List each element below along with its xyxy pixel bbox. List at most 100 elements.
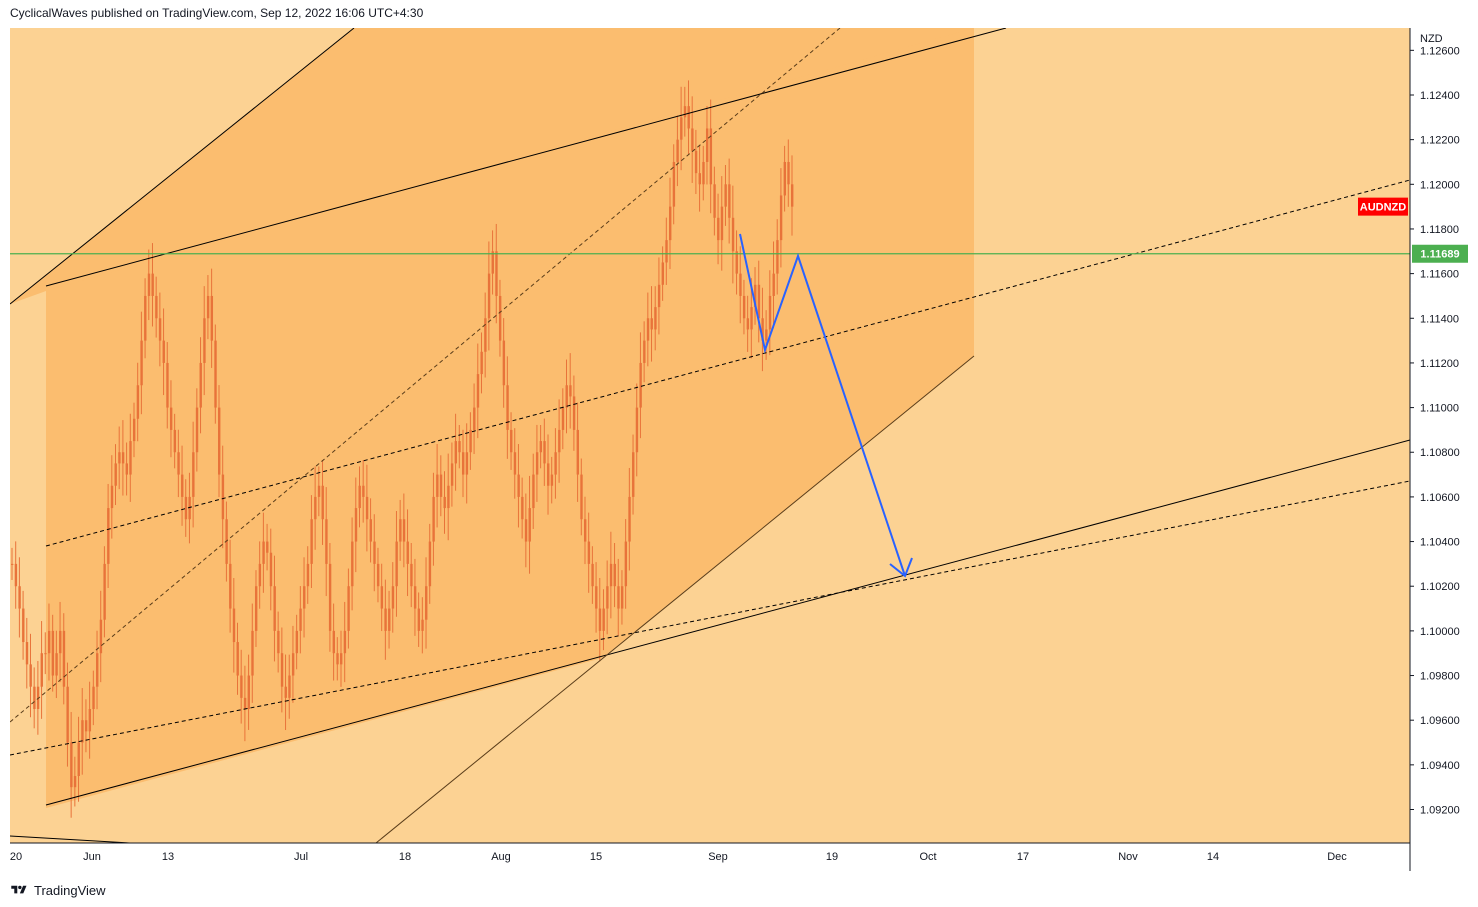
candle-body <box>51 630 55 676</box>
candle-body <box>439 474 443 497</box>
candle-body <box>602 608 605 631</box>
candle-body <box>598 608 602 631</box>
candle-body <box>410 563 413 587</box>
candle-body <box>33 686 36 710</box>
candle-body <box>151 273 154 296</box>
candle-body <box>77 742 80 777</box>
candle-body <box>646 318 650 341</box>
candle-body <box>362 485 365 497</box>
candle-body <box>29 664 32 687</box>
y-tick-label: 1.10400 <box>1420 537 1460 549</box>
candle-body <box>650 318 653 330</box>
candle-body <box>332 630 336 654</box>
y-tick-label: 1.09600 <box>1420 715 1460 727</box>
candle-body <box>277 630 280 654</box>
candle-body <box>787 161 790 185</box>
candle-body <box>22 608 25 643</box>
candle-body <box>754 284 757 308</box>
candle-body <box>676 139 679 162</box>
candle-body <box>480 351 483 375</box>
candle-body <box>402 519 406 542</box>
candle-body <box>432 496 435 542</box>
candle-body <box>373 541 376 564</box>
x-tick-label: Nov <box>1118 851 1138 863</box>
candle-body <box>147 273 151 296</box>
candle-body <box>680 117 683 140</box>
candle-body <box>169 407 173 430</box>
candle-body <box>724 184 727 207</box>
projection-arrowhead <box>889 557 913 578</box>
tradingview-logo-icon[interactable] <box>10 884 28 896</box>
candle-body <box>543 441 546 464</box>
y-tick-label: 1.11600 <box>1420 269 1459 281</box>
candle-body <box>705 128 709 162</box>
candle-body <box>236 642 239 676</box>
candle-body <box>218 407 221 475</box>
y-tick-label: 1.10200 <box>1420 581 1460 593</box>
candle-body <box>206 295 210 319</box>
candle-body <box>14 563 18 587</box>
candle-body <box>746 318 750 330</box>
candle-body <box>469 429 472 453</box>
candle-body <box>620 586 624 609</box>
candle-body <box>742 295 746 319</box>
candle-body <box>583 519 587 542</box>
channel-median-line <box>45 179 1411 547</box>
candle-body <box>203 318 206 363</box>
currency-label: NZD <box>1420 33 1443 45</box>
candle-body <box>524 519 528 542</box>
footer-brand[interactable]: TradingView <box>34 882 106 898</box>
candle-body <box>687 106 690 129</box>
diagonal-dashed-line <box>10 28 841 723</box>
candle-body <box>535 452 539 475</box>
candle-body <box>713 184 716 218</box>
candle-body <box>221 474 225 520</box>
candle-body <box>284 686 287 698</box>
candle-body <box>613 563 616 587</box>
candle-body <box>155 295 158 319</box>
symbol-badge <box>1358 197 1408 216</box>
candle-body <box>36 686 40 710</box>
candle-body <box>84 720 88 732</box>
candle-body <box>125 463 128 475</box>
candle-body <box>761 318 764 341</box>
candle-body <box>59 630 62 654</box>
candle-body <box>502 340 506 386</box>
price-chart[interactable]: NZD 1.12600 1.12400 1.12200 1.12000 1.11800 1.… <box>10 28 1470 871</box>
candle-body <box>388 608 391 631</box>
projection-path <box>739 233 906 577</box>
candle-body <box>144 295 147 341</box>
candle-body <box>225 519 228 564</box>
candle-body <box>107 508 110 564</box>
candle-body <box>99 619 103 654</box>
candle-body <box>18 586 21 609</box>
candle-body <box>731 217 735 252</box>
candle-body <box>428 541 432 587</box>
y-tick-label: 1.12400 <box>1420 90 1460 102</box>
time-axis-background <box>10 843 1410 871</box>
candle-body <box>572 396 576 430</box>
y-tick-label: 1.10800 <box>1420 447 1460 459</box>
candle-body <box>243 697 247 710</box>
price-axis-background <box>1410 28 1470 871</box>
candle-body <box>92 686 95 710</box>
candle-body <box>399 519 402 542</box>
candle-body <box>702 161 705 185</box>
candle-body <box>768 295 772 330</box>
x-tick-label: 18 <box>399 851 411 863</box>
candle-body <box>81 720 84 743</box>
candle-body <box>580 474 583 520</box>
channel-upper-line <box>45 28 1007 287</box>
candle-body <box>340 653 343 665</box>
bottom-left-line <box>10 835 131 844</box>
candle-body <box>561 407 565 430</box>
candle-body <box>406 541 409 564</box>
candle-body <box>779 195 783 241</box>
candle-body <box>461 452 465 475</box>
candle-body <box>11 563 14 565</box>
candle-body <box>103 563 106 620</box>
candle-body <box>750 307 753 330</box>
candle-body <box>617 586 620 609</box>
candle-body <box>717 217 720 241</box>
